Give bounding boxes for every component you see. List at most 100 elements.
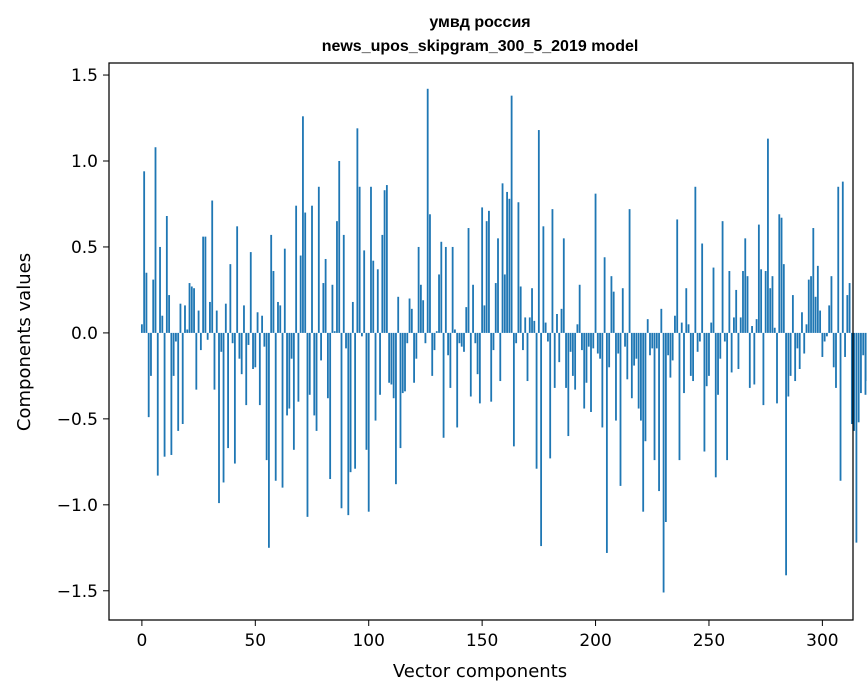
bar-component-91 (347, 332, 350, 516)
x-tick-label: 150 (466, 631, 498, 651)
bar-component-33 (215, 310, 218, 333)
bar-component-61 (279, 305, 282, 333)
bar-component-93 (351, 301, 354, 333)
bar-component-102 (372, 260, 375, 333)
bar-component-78 (317, 186, 320, 333)
bar-component-151 (483, 305, 486, 333)
bar-component-284 (785, 332, 787, 576)
bar-component-189 (569, 332, 572, 352)
bar-component-268 (748, 332, 751, 388)
bar-component-252 (712, 267, 715, 333)
bar-component-25 (197, 310, 200, 333)
bar-component-128 (431, 332, 434, 376)
bar-component-245 (696, 332, 699, 352)
bar-component-178 (544, 322, 547, 333)
bar-component-149 (478, 332, 481, 404)
bar-component-136 (449, 332, 452, 388)
x-tick-label: 100 (352, 631, 384, 651)
bar-component-282 (780, 217, 783, 333)
x-tick-label: 0 (136, 631, 147, 651)
bar-component-27 (202, 236, 205, 333)
bar-component-62 (281, 332, 284, 488)
bar-component-72 (304, 212, 307, 333)
bar-component-137 (451, 246, 454, 333)
bar-component-216 (630, 332, 633, 399)
bar-component-120 (413, 332, 415, 383)
bar-component-190 (571, 332, 574, 376)
bar-component-197 (587, 332, 590, 347)
bar-component-204 (603, 257, 606, 333)
bar-component-100 (367, 332, 370, 512)
bar-series (140, 88, 867, 593)
bar-component-16 (177, 332, 180, 431)
bar-component-230 (662, 332, 665, 593)
bar-component-85 (333, 331, 336, 333)
bar-component-199 (592, 332, 595, 349)
bar-component-125 (424, 332, 427, 344)
bar-component-92 (349, 332, 352, 473)
bar-component-185 (560, 308, 563, 333)
bar-component-286 (789, 332, 792, 376)
bar-component-82 (326, 332, 329, 399)
bar-component-11 (165, 216, 168, 333)
y-tick-label: −1.5 (57, 582, 98, 602)
bar-component-109 (388, 332, 391, 383)
bar-component-280 (776, 332, 778, 404)
bar-component-294 (807, 279, 810, 333)
bar-component-98 (363, 250, 366, 333)
y-tick-label: 1.0 (71, 152, 98, 172)
bar-component-39 (229, 264, 232, 333)
bar-component-116 (404, 332, 406, 392)
bar-component-217 (633, 332, 636, 366)
bar-component-279 (773, 327, 776, 333)
bar-component-258 (726, 332, 729, 461)
bar-component-150 (481, 207, 484, 333)
bar-component-83 (329, 332, 332, 480)
bar-component-76 (313, 332, 316, 416)
bar-component-206 (608, 332, 611, 368)
bar-component-26 (199, 332, 202, 351)
bar-component-63 (283, 248, 286, 333)
bar-component-132 (440, 241, 443, 333)
bar-component-138 (454, 329, 456, 333)
bar-component-168 (522, 332, 524, 351)
x-tick-label: 250 (693, 631, 725, 651)
bar-component-124 (422, 300, 425, 333)
bar-component-141 (460, 332, 463, 347)
bar-component-2 (145, 272, 148, 333)
bar-component-304 (830, 276, 833, 333)
bar-component-250 (708, 332, 710, 376)
bar-component-293 (805, 324, 808, 333)
bar-component-182 (553, 332, 556, 388)
bar-component-88 (340, 332, 343, 509)
bar-component-186 (562, 238, 565, 333)
bar-component-8 (159, 246, 161, 333)
y-tick-label: −1.0 (57, 496, 98, 516)
bar-component-142 (463, 332, 465, 352)
bar-component-145 (469, 332, 472, 397)
bar-component-43 (238, 332, 241, 359)
x-axis-label: Vector components (393, 661, 567, 682)
bar-component-119 (410, 308, 413, 333)
bar-component-269 (751, 326, 753, 333)
bar-component-1 (143, 171, 146, 333)
bar-component-274 (762, 332, 765, 406)
bar-component-231 (664, 332, 667, 522)
bar-component-289 (796, 332, 799, 349)
bar-component-104 (376, 269, 379, 333)
bar-component-317 (860, 332, 862, 394)
bar-component-77 (315, 332, 318, 431)
bar-component-300 (821, 332, 824, 357)
bar-component-170 (526, 332, 529, 382)
bar-component-24 (195, 332, 198, 390)
bar-component-291 (801, 312, 803, 333)
bar-component-47 (247, 332, 250, 345)
bar-component-200 (594, 193, 597, 333)
bar-component-133 (442, 332, 445, 438)
bar-component-12 (168, 295, 171, 333)
bar-component-262 (735, 289, 738, 333)
bar-component-319 (864, 332, 867, 395)
bar-component-246 (698, 332, 701, 342)
bar-component-240 (685, 288, 688, 333)
bar-component-69 (297, 332, 300, 402)
